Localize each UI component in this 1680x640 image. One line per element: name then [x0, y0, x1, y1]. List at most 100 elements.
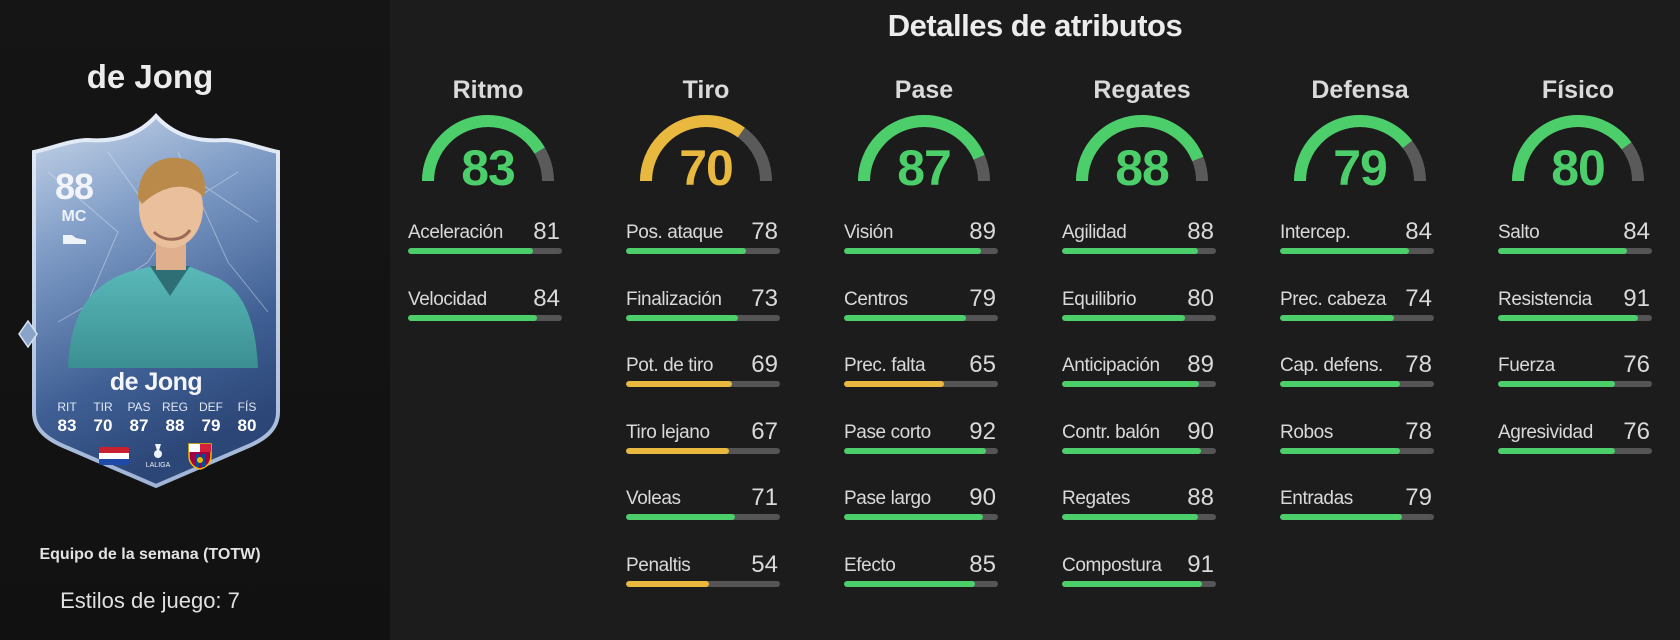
stat-label: Efecto — [844, 554, 896, 576]
stat-label: Compostura — [1062, 554, 1162, 576]
stat-row[interactable]: Regates 88 — [1062, 484, 1222, 548]
player-photo — [68, 157, 258, 368]
stat-bar-fill — [844, 381, 945, 387]
stat-row[interactable]: Anticipación 89 — [1062, 351, 1222, 415]
stat-bar — [1498, 381, 1652, 387]
stat-row[interactable]: Entradas 79 — [1280, 484, 1440, 548]
stat-bar-fill — [626, 447, 730, 454]
stat-value: 85 — [969, 550, 996, 578]
stat-bar-fill — [844, 314, 966, 321]
stat-bar — [1498, 248, 1652, 254]
stat-bar — [1498, 314, 1652, 321]
stat-row[interactable]: Salto 84 — [1498, 218, 1658, 282]
stat-value: 76 — [1623, 351, 1650, 378]
stat-bar-fill — [408, 248, 533, 254]
stat-row[interactable]: Penaltis 54 — [626, 551, 786, 615]
stat-row[interactable]: Contr. balón 90 — [1062, 418, 1222, 482]
stat-value: 79 — [1405, 484, 1432, 511]
stat-row[interactable]: Efecto 85 — [844, 551, 1004, 615]
card-stat: TIR 70 — [86, 400, 120, 436]
stat-bar — [1062, 314, 1216, 321]
stat-value: 89 — [1187, 351, 1214, 378]
stat-value: 84 — [533, 284, 560, 312]
stat-row[interactable]: Pase corto 92 — [844, 418, 1004, 482]
stat-row[interactable]: Aceleración 81 — [408, 218, 568, 282]
card-stat-label: FÍS — [237, 400, 257, 414]
stat-value: 67 — [751, 417, 778, 445]
card-stat: FÍS 80 — [230, 400, 264, 436]
stat-bar-fill — [844, 580, 975, 587]
stat-row[interactable]: Cap. defens. 78 — [1280, 351, 1440, 415]
stat-row[interactable]: Visión 89 — [844, 218, 1004, 282]
stat-row[interactable]: Voleas 71 — [626, 484, 786, 548]
stat-value: 80 — [1187, 284, 1214, 312]
playstyles-count[interactable]: Estilos de juego: 7 — [60, 588, 240, 613]
stat-label: Centros — [844, 288, 908, 310]
stat-label: Entradas — [1280, 488, 1353, 509]
card-badges: LALIGA — [28, 442, 284, 470]
stat-row[interactable]: Compostura 91 — [1062, 551, 1222, 615]
stat-row[interactable]: Agilidad 88 — [1062, 218, 1222, 282]
stat-bar-fill — [844, 514, 983, 520]
stat-row[interactable]: Robos 78 — [1280, 418, 1440, 482]
stat-label: Pot. de tiro — [626, 355, 714, 376]
stat-bar — [626, 514, 780, 520]
stat-label: Intercep. — [1280, 222, 1351, 243]
stat-bar-fill — [408, 314, 538, 321]
stat-value: 84 — [1623, 218, 1650, 245]
stat-bar-fill — [1062, 314, 1186, 321]
stat-value: 76 — [1623, 417, 1650, 445]
stat-bar — [844, 514, 998, 520]
stat-row[interactable]: Velocidad 84 — [408, 285, 568, 349]
card-stat-label: DEF — [199, 400, 223, 414]
stat-label: Robos — [1280, 421, 1333, 443]
stat-row[interactable]: Pos. ataque 78 — [626, 218, 786, 282]
stat-bar — [1280, 514, 1434, 520]
stat-bar — [1062, 580, 1216, 587]
stat-label: Fuerza — [1498, 355, 1555, 376]
stat-bar — [1062, 381, 1216, 387]
league-badge-text: LALIGA — [146, 462, 171, 469]
category-name: Regates — [1093, 76, 1191, 104]
stat-row[interactable]: Agresividad 76 — [1498, 418, 1658, 482]
stat-label: Penaltis — [626, 554, 691, 576]
stat-value: 78 — [751, 218, 778, 245]
stat-value: 88 — [1187, 484, 1214, 511]
stat-row[interactable]: Resistencia 91 — [1498, 285, 1658, 349]
player-card[interactable]: 88 MC de Jong RIT 83 TIR 70 PAS 87 REG 88 — [28, 112, 284, 490]
category-value: 80 — [1551, 140, 1606, 196]
stat-row[interactable]: Finalización 73 — [626, 285, 786, 349]
stat-label: Pos. ataque — [626, 222, 724, 243]
stat-row[interactable]: Pase largo 90 — [844, 484, 1004, 548]
category-gauge: 87 — [844, 113, 1004, 196]
stat-row[interactable]: Pot. de tiro 69 — [626, 351, 786, 415]
stat-row[interactable]: Tiro lejano 67 — [626, 418, 786, 482]
stat-row[interactable]: Centros 79 — [844, 285, 1004, 349]
category-name: Ritmo — [452, 76, 524, 104]
category-gauge: 80 — [1498, 113, 1658, 196]
category-gauge: 83 — [408, 113, 568, 196]
gauge-arc — [422, 115, 554, 182]
stat-value: 69 — [751, 351, 778, 378]
stat-label: Salto — [1498, 222, 1540, 243]
stat-bar — [408, 314, 562, 321]
category-gauge: 70 — [626, 113, 786, 196]
category-gauge: 88 — [1062, 113, 1222, 196]
stat-bar — [1062, 514, 1216, 520]
stat-bar-fill — [1062, 248, 1198, 254]
gauge-arc — [858, 115, 990, 182]
stat-label: Anticipación — [1062, 355, 1160, 376]
player-name: de Jong — [86, 58, 214, 95]
stat-bar — [1280, 314, 1434, 321]
stat-label: Cap. defens. — [1280, 355, 1383, 376]
netherlands-flag-icon — [99, 447, 129, 465]
stat-row[interactable]: Prec. falta 65 — [844, 351, 1004, 415]
stat-row[interactable]: Fuerza 76 — [1498, 351, 1658, 415]
category-value: 83 — [461, 140, 516, 196]
category-value: 79 — [1333, 140, 1388, 196]
stat-value: 81 — [533, 218, 560, 245]
card-stats: RIT 83 TIR 70 PAS 87 REG 88 DEF 79 FÍS 80 — [50, 400, 264, 436]
stat-row[interactable]: Prec. cabeza 74 — [1280, 285, 1440, 349]
stat-row[interactable]: Equilibrio 80 — [1062, 285, 1222, 349]
stat-row[interactable]: Intercep. 84 — [1280, 218, 1440, 282]
